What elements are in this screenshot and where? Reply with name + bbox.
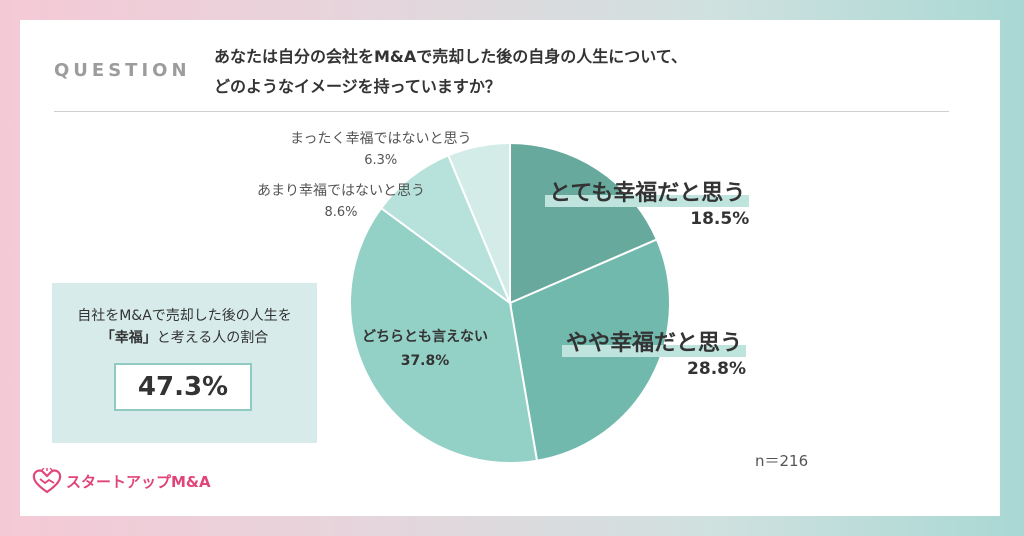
label-slice-5-pct: 6.3% [364, 153, 398, 168]
label-slice-4: あまり幸福ではないと思う 8.6% [257, 180, 425, 224]
summary-text: 自社をM&Aで売却した後の人生を 「幸福」と考える人の割合 [52, 305, 317, 349]
label-slice-1-name: とても幸福だと思う [545, 175, 750, 207]
label-slice-2-pct: 28.8% [687, 359, 747, 379]
label-slice-3-name: どちらとも言えない [362, 329, 488, 345]
summary-bracket-close: 」 [142, 330, 157, 346]
summary-line-1: 自社をM&Aで売却した後の人生を [77, 308, 292, 324]
label-slice-2: やや幸福だと思う 28.8% [562, 325, 747, 379]
summary-emphasis: 幸福 [114, 330, 143, 346]
summary-line-2: 「幸福」と考える人の割合 [52, 327, 317, 349]
divider [54, 111, 949, 112]
pie-slice-3 [349, 206, 539, 464]
label-slice-2-name: やや幸福だと思う [562, 325, 747, 357]
summary-panel: 自社をM&Aで売却した後の人生を 「幸福」と考える人の割合 47.3% [52, 283, 317, 443]
label-slice-5-name: まったく幸福ではないと思う [290, 131, 472, 147]
label-slice-4-name: あまり幸福ではないと思う [257, 183, 425, 199]
summary-bracket-open: 「 [100, 330, 115, 346]
sample-size: n＝216 [755, 452, 809, 470]
label-slice-5: まったく幸福ではないと思う 6.3% [290, 128, 471, 172]
pie-chart [349, 141, 671, 464]
question-text: あなたは自分の会社をM&Aで売却した後の自身の人生について、 どのようなイメージ… [214, 42, 834, 102]
label-slice-1-pct: 18.5% [690, 209, 750, 229]
summary-value: 47.3% [114, 363, 252, 411]
heart-handshake-icon [32, 468, 62, 494]
question-line-2: どのようなイメージを持っていますか？ [214, 77, 501, 96]
label-slice-3-pct: 37.8% [400, 353, 450, 369]
card: QUESTION あなたは自分の会社をM&Aで売却した後の自身の人生について、 … [20, 20, 1000, 516]
pie-slice-4 [379, 154, 513, 306]
label-slice-1: とても幸福だと思う 18.5% [545, 175, 750, 229]
pie-slice-5 [446, 141, 511, 304]
logo: スタートアップM&A [32, 468, 211, 494]
label-slice-3: どちらとも言えない 37.8% [362, 325, 488, 373]
summary-line-2-rest: と考える人の割合 [156, 330, 269, 346]
label-slice-4-pct: 8.6% [324, 205, 358, 220]
logo-text: スタートアップM&A [66, 472, 211, 491]
question-line-1: あなたは自分の会社をM&Aで売却した後の自身の人生について、 [214, 47, 687, 66]
question-label: QUESTION [54, 60, 191, 81]
